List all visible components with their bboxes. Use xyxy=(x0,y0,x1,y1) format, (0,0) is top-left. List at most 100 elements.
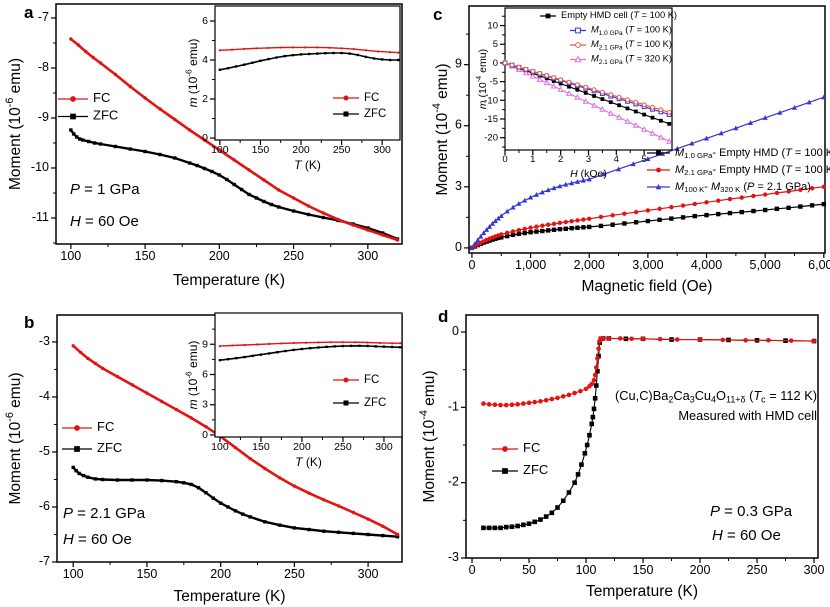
panel-c-chart: 0 1,000 2,000 3,000 4,000 5,000 6,000 0 3 6 9 Magne… xyxy=(415,0,830,300)
marker-square xyxy=(366,226,370,230)
legend: FC ZFC xyxy=(58,90,118,123)
marker-triangle xyxy=(566,90,573,96)
marker-square xyxy=(325,345,328,349)
x-axis-label: Magnetic field (Oe) xyxy=(582,278,713,295)
x-axis-label: T (K) xyxy=(295,455,322,469)
marker-circle xyxy=(558,77,564,83)
legend-label: FC xyxy=(523,440,540,455)
marker-square xyxy=(592,396,598,401)
marker-circle xyxy=(277,188,281,192)
marker-circle xyxy=(98,61,103,65)
marker-square xyxy=(332,51,335,55)
marker-triangle xyxy=(762,115,768,120)
marker-square xyxy=(343,111,349,117)
marker-square xyxy=(341,344,345,348)
marker-circle xyxy=(523,66,529,72)
x-tick-label: 150 xyxy=(252,441,270,453)
y-tick-label: -6 xyxy=(39,499,50,513)
marker-square xyxy=(633,109,638,114)
marker-circle xyxy=(173,117,177,122)
marker-square xyxy=(516,231,522,237)
x-tick-label: 200 xyxy=(209,249,230,263)
x-tick-label: 300 xyxy=(375,441,393,453)
x-tick-label: 200 xyxy=(210,567,231,581)
marker-square xyxy=(243,63,246,66)
marker-circle xyxy=(376,50,380,53)
marker-triangle xyxy=(632,121,639,128)
marker-triangle xyxy=(543,79,550,86)
marker-triangle xyxy=(529,72,536,79)
marker-square xyxy=(498,525,503,531)
marker-square xyxy=(78,137,82,141)
marker-circle xyxy=(101,366,105,371)
marker-square xyxy=(254,196,259,200)
marker-triangle xyxy=(495,215,501,221)
legend: FC ZFC xyxy=(333,374,386,409)
x-axis-label: T (K) xyxy=(294,158,321,172)
panel-c-svg: 0 1,000 2,000 3,000 4,000 5,000 6,000 0 3 6 9 Magne… xyxy=(431,5,830,295)
marker-circle xyxy=(569,219,574,224)
marker-circle xyxy=(538,399,543,404)
marker-square xyxy=(667,121,672,126)
marker-square xyxy=(669,216,674,221)
marker-circle xyxy=(502,60,508,66)
marker-circle xyxy=(232,158,236,162)
marker-square xyxy=(598,223,604,229)
marker-triangle xyxy=(580,177,586,183)
marker-circle xyxy=(640,336,646,342)
marker-triangle xyxy=(475,237,481,243)
marker-square xyxy=(569,225,574,231)
marker-square xyxy=(340,51,343,55)
marker-square xyxy=(291,209,296,213)
marker-circle xyxy=(509,62,515,68)
marker-circle xyxy=(83,49,88,54)
y-axis-label: m (10-6 emu) xyxy=(184,341,201,410)
marker-triangle xyxy=(536,76,543,82)
x-axis-label: Temperature (K) xyxy=(173,272,285,289)
marker-square xyxy=(560,498,566,504)
marker-circle xyxy=(666,109,672,115)
marker-square xyxy=(727,210,733,216)
panel-b-plot: 100 150 200 250 300 -3 -4 -5 -6 -7 Temperature (K)… xyxy=(4,312,403,605)
marker-circle xyxy=(306,204,311,208)
marker-circle xyxy=(352,48,355,51)
marker-square xyxy=(70,113,76,120)
panel-a-chart: 100 150 200 250 300 -7 -8 -9 -10 -11 Temperature (… xyxy=(0,0,415,300)
marker-circle xyxy=(657,336,663,342)
marker-square xyxy=(617,103,622,108)
marker-triangle xyxy=(557,183,563,189)
marker-circle xyxy=(798,187,803,193)
marker-square xyxy=(349,344,353,348)
marker-square xyxy=(575,472,581,477)
marker-circle xyxy=(625,97,630,103)
marker-circle xyxy=(343,95,349,101)
marker-square xyxy=(74,446,80,452)
marker-triangle xyxy=(649,129,656,136)
marker-square xyxy=(307,527,311,532)
marker-square xyxy=(395,534,400,539)
marker-square xyxy=(336,530,341,534)
x-axis-label: H (kOe) xyxy=(570,168,607,180)
marker-triangle xyxy=(563,181,569,187)
marker-square xyxy=(75,135,79,139)
y-tick-label: 0 xyxy=(455,240,462,254)
marker-square xyxy=(399,346,402,349)
marker-square xyxy=(382,345,386,348)
series-m-2-1-gpa-empty-hmd xyxy=(469,184,827,251)
marker-circle xyxy=(540,223,545,228)
marker-circle xyxy=(128,84,132,89)
marker-triangle xyxy=(545,187,551,193)
marker-square xyxy=(259,353,263,356)
marker-circle xyxy=(521,401,526,406)
marker-square xyxy=(680,215,686,220)
marker-circle xyxy=(91,55,95,60)
marker-triangle xyxy=(733,125,739,131)
marker-circle xyxy=(248,456,252,461)
marker-circle xyxy=(751,193,756,199)
marker-square xyxy=(182,481,186,485)
y-tick-label: 9 xyxy=(202,338,208,350)
x-tick-label: 150 xyxy=(252,144,270,156)
marker-square xyxy=(499,235,504,240)
marker-circle xyxy=(366,517,370,521)
legend-label: ZFC xyxy=(93,108,118,123)
